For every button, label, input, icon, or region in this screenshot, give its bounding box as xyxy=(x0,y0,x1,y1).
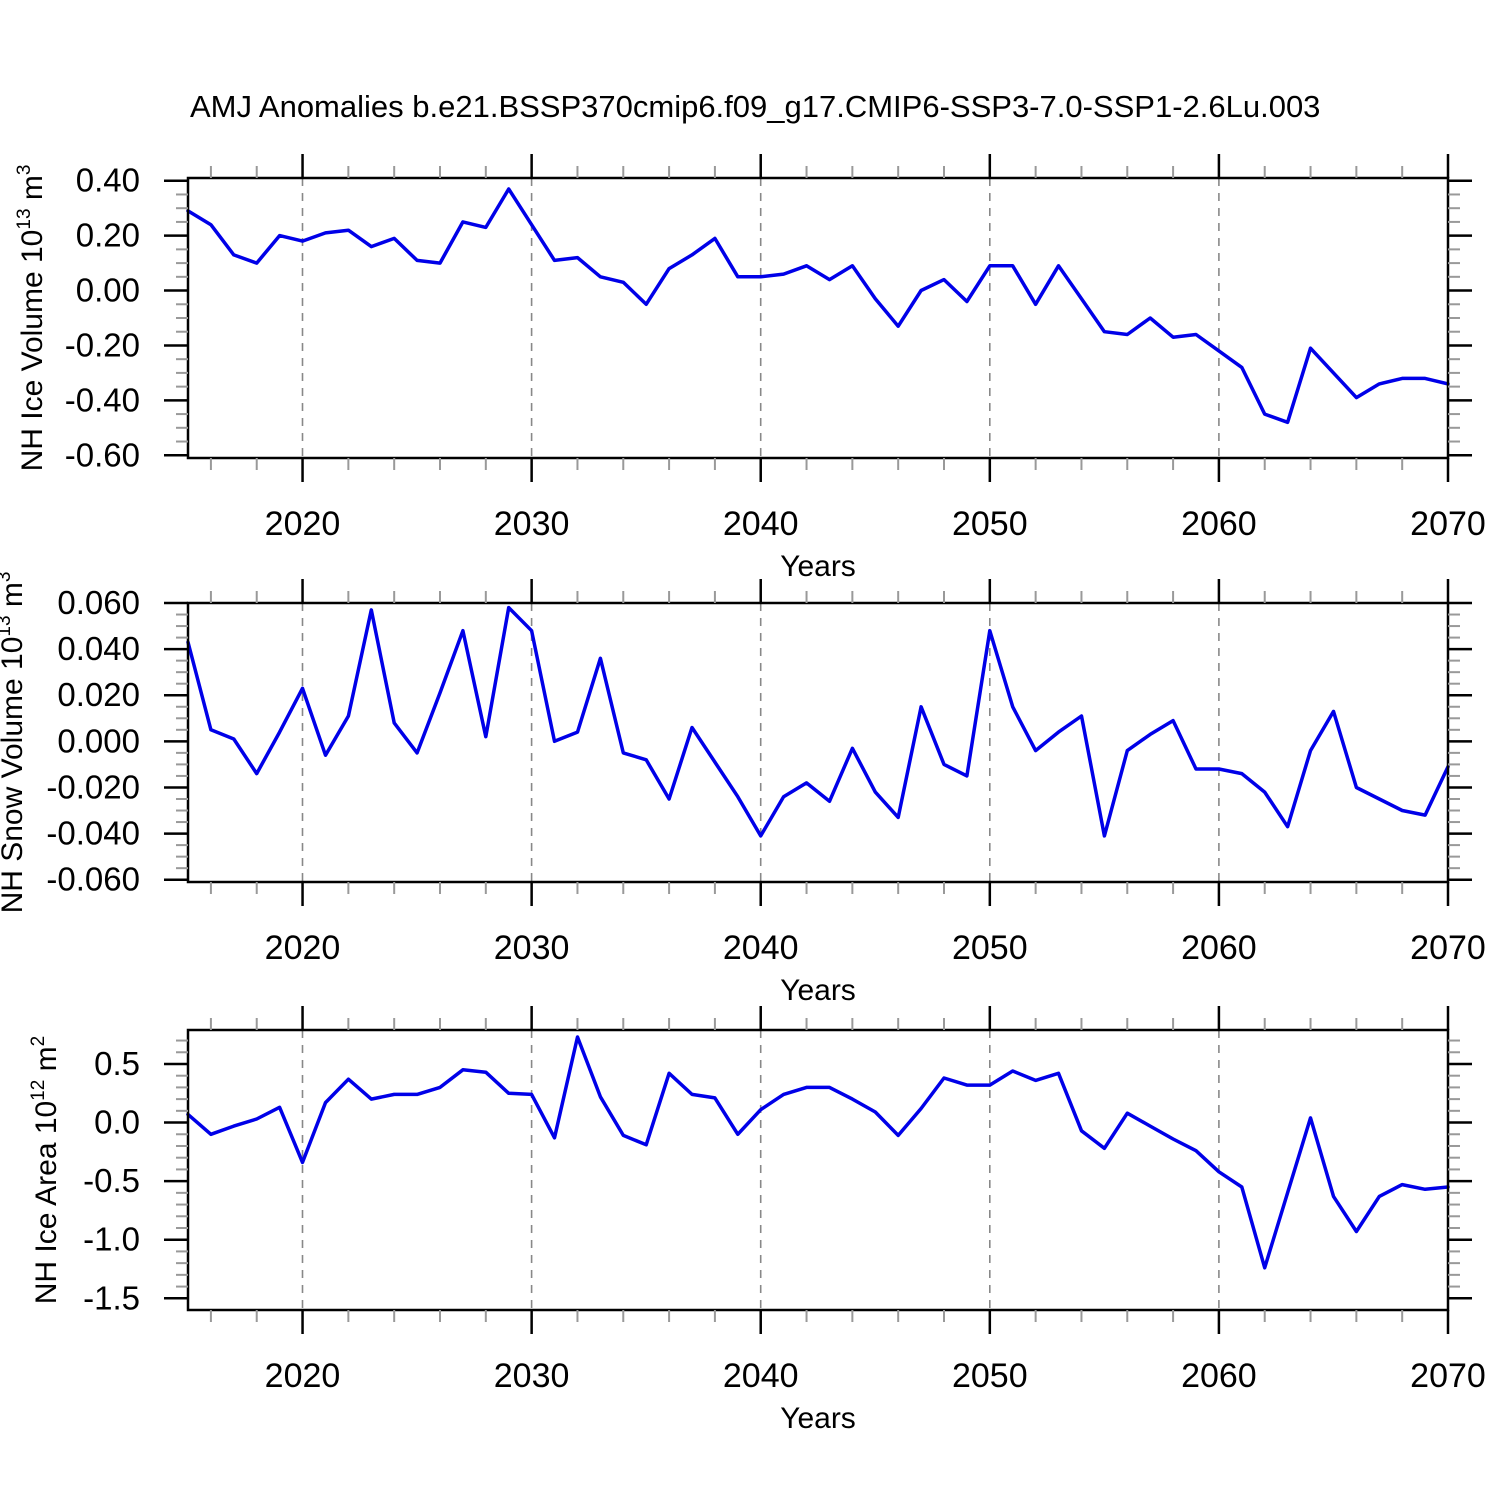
y-tick-label: -0.040 xyxy=(46,815,140,852)
y-axis-title-nh-ice-area: NH Ice Area 1012 m2 xyxy=(28,1036,63,1304)
x-tick-label: 2050 xyxy=(952,1357,1028,1395)
y-tick-label: -1.5 xyxy=(83,1279,140,1316)
panel-nh-ice-area: 2020 2030 2040 2050 2060 2070 0.5 0.0 -0.5 -1.0 -1… xyxy=(28,1006,1486,1435)
x-tick-label: 2030 xyxy=(494,929,570,967)
x-axis-title: Years xyxy=(780,1402,856,1435)
y-tick-label: 0.020 xyxy=(57,676,140,713)
y-tick-label: 0.000 xyxy=(57,722,140,759)
x-tick-label: 2030 xyxy=(494,1357,570,1395)
panels-group: 2020 2030 2040 2050 2060 2070 0.40 0.20 0.00 -0.2… xyxy=(0,154,1486,1435)
x-tick-label: 2040 xyxy=(723,505,799,543)
x-axis-title: Years xyxy=(780,550,856,583)
x-tick-label: 2020 xyxy=(265,505,341,543)
x-tick-label: 2060 xyxy=(1181,929,1257,967)
y-tick-label: 0.0 xyxy=(94,1104,140,1141)
x-tick-label: 2070 xyxy=(1410,1357,1486,1395)
panel-nh-ice-volume: 2020 2030 2040 2050 2060 2070 0.40 0.20 0.00 -0.2… xyxy=(14,154,1486,583)
x-tick-label: 2050 xyxy=(952,929,1028,967)
y-tick-label: -0.20 xyxy=(65,327,140,364)
x-tick-label: 2020 xyxy=(265,1357,341,1395)
chart-title: AMJ Anomalies b.e21.BSSP370cmip6.f09_g17… xyxy=(190,89,1320,124)
y-tick-label: -0.40 xyxy=(65,381,140,418)
y-tick-label: 0.5 xyxy=(94,1045,140,1082)
y-tick-label: 0.40 xyxy=(76,162,140,199)
x-tick-label: 2070 xyxy=(1410,505,1486,543)
x-tick-label: 2050 xyxy=(952,505,1028,543)
y-axis-title-nh-snow-volume: NH Snow Volume 1013 m3 xyxy=(0,572,29,914)
y-tick-label: -0.60 xyxy=(65,436,140,473)
y-tick-label: 0.060 xyxy=(57,584,140,621)
y-tick-label: 0.040 xyxy=(57,630,140,667)
x-tick-label: 2060 xyxy=(1181,1357,1257,1395)
x-tick-label: 2020 xyxy=(265,929,341,967)
x-tick-label: 2040 xyxy=(723,929,799,967)
x-axis-title: Years xyxy=(780,974,856,1007)
y-axis-title-nh-ice-volume: NH Ice Volume 1013 m3 xyxy=(14,165,49,472)
y-tick-label: -1.0 xyxy=(83,1221,140,1258)
y-tick-label: -0.020 xyxy=(46,769,140,806)
x-tick-label: 2040 xyxy=(723,1357,799,1395)
series-line-nh-snow-volume xyxy=(186,605,1450,838)
plot-frame xyxy=(186,176,1450,460)
y-tick-label: 0.00 xyxy=(76,272,140,309)
x-tick-label: 2030 xyxy=(494,505,570,543)
y-tick-label: -0.5 xyxy=(83,1162,140,1199)
x-tick-label: 2060 xyxy=(1181,505,1257,543)
series-line-nh-ice-area xyxy=(186,1035,1450,1270)
x-tick-label: 2070 xyxy=(1410,929,1486,967)
plot-frame xyxy=(186,1028,1450,1312)
y-tick-label: -0.060 xyxy=(46,861,140,898)
panel-nh-snow-volume: 2020 2030 2040 2050 2060 2070 0.060 0.040 0.020 0… xyxy=(0,572,1486,1007)
y-tick-label: 0.20 xyxy=(76,217,140,254)
series-line-nh-ice-volume xyxy=(186,187,1450,425)
